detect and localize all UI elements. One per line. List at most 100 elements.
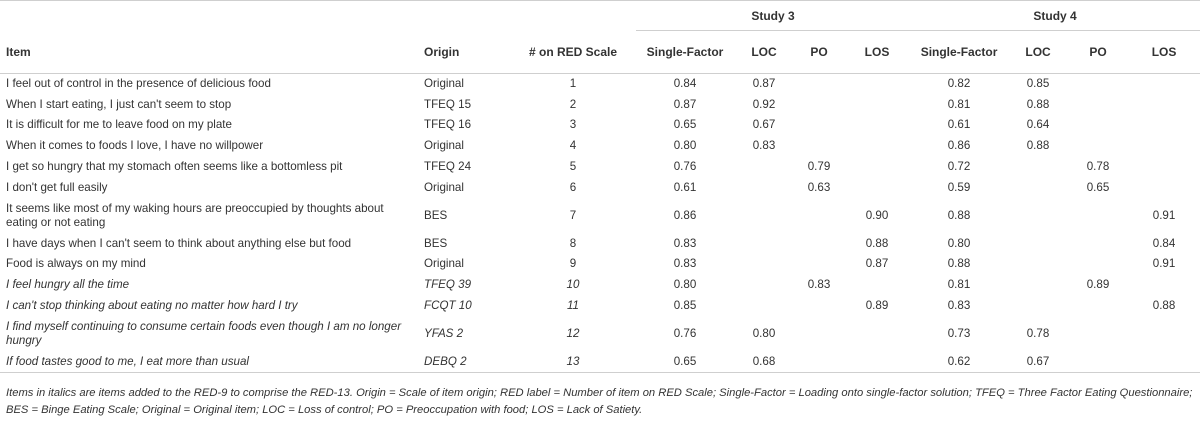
origin-cell: Original	[424, 257, 464, 271]
s4-po-cell	[1068, 198, 1128, 233]
origin-cell: Original	[424, 139, 464, 153]
origin-cell: YFAS 2	[424, 326, 464, 340]
col-header-item: Item	[0, 30, 418, 74]
s3-single-factor-cell: 0.65	[636, 351, 734, 373]
col-header-s3-los: LOS	[844, 30, 911, 74]
table-row: I feel out of control in the presence of…	[0, 74, 1200, 95]
table-row: I find myself continuing to consume cert…	[0, 316, 1200, 351]
s4-po-cell: 0.78	[1086, 160, 1110, 174]
s4-single-factor-cell: 0.72	[947, 160, 971, 174]
origin-cell: Original	[424, 180, 464, 194]
table-row: I don't get full easily Original 6 0.61 0.63…	[0, 177, 1200, 198]
s3-single-factor-cell: 0.84	[673, 77, 697, 91]
s3-loc-cell	[734, 254, 794, 275]
origin-cell: TFEQ 39	[424, 278, 472, 292]
header-spacer	[0, 0, 636, 31]
s4-los-cell	[1128, 94, 1200, 115]
s3-los-cell: 0.88	[865, 236, 889, 250]
s4-loc-cell: 0.64	[1026, 118, 1050, 132]
s4-loc-cell	[1008, 177, 1068, 198]
s3-po-cell	[794, 136, 844, 157]
red-number-cell: 6	[569, 180, 577, 194]
s4-loc-cell	[1008, 254, 1068, 275]
origin-cell: Original	[424, 77, 464, 91]
s3-los-cell: 0.89	[865, 299, 889, 313]
s4-single-factor-cell: 0.80	[947, 236, 971, 250]
origin-cell: BES	[424, 208, 448, 222]
s4-po-cell	[1068, 233, 1128, 254]
table-row: It seems like most of my waking hours ar…	[0, 198, 1200, 233]
s4-loc-cell: 0.67	[1008, 351, 1069, 373]
s3-loc-cell	[734, 233, 794, 254]
s3-single-factor-cell: 0.83	[673, 236, 697, 250]
s3-po-cell	[794, 351, 844, 373]
item-cell: I don't get full easily	[6, 180, 108, 194]
s3-po-cell	[794, 296, 844, 317]
item-cell: It seems like most of my waking hours ar…	[6, 201, 384, 229]
s3-los-cell	[844, 157, 910, 178]
s3-los-cell: 0.90	[865, 208, 889, 222]
item-cell: I have days when I can't seem to think a…	[6, 236, 352, 250]
s4-loc-cell	[1008, 275, 1068, 296]
item-cell: When I start eating, I just can't seem t…	[6, 97, 232, 111]
s3-loc-cell: 0.68	[734, 351, 794, 373]
s4-los-cell	[1128, 74, 1200, 95]
s4-po-cell	[1068, 74, 1128, 95]
s3-single-factor-cell: 0.65	[673, 118, 697, 132]
s3-po-cell: 0.63	[807, 180, 831, 194]
loadings-table-figure: Study 3 Study 4 Item Origin # on RED Sca…	[0, 0, 1200, 416]
table-row: When I start eating, I just can't seem t…	[0, 94, 1200, 115]
s4-los-cell: 0.84	[1152, 236, 1176, 250]
red-number-cell: 9	[569, 257, 577, 271]
s4-po-cell	[1068, 94, 1128, 115]
s4-loc-cell	[1008, 296, 1068, 317]
s3-loc-cell: 0.80	[752, 326, 776, 340]
s4-los-cell	[1128, 316, 1200, 351]
table-row: When it comes to foods I love, I have no…	[0, 136, 1200, 157]
s3-loc-cell: 0.83	[752, 139, 776, 153]
s3-loc-cell: 0.87	[752, 77, 776, 91]
item-cell: When it comes to foods I love, I have no…	[6, 139, 264, 153]
study-header-row: Study 3 Study 4	[0, 0, 1200, 31]
s3-po-cell	[794, 198, 844, 233]
s4-single-factor-cell: 0.83	[947, 299, 971, 313]
red-number-cell: 1	[569, 77, 577, 91]
item-cell: I can't stop thinking about eating no ma…	[6, 299, 298, 313]
col-header-s4-loc: LOC	[1008, 30, 1069, 74]
s4-los-cell: 0.91	[1152, 208, 1176, 222]
red-number-cell: 7	[569, 208, 577, 222]
s3-los-cell	[844, 74, 910, 95]
table-row: It is difficult for me to leave food on …	[0, 115, 1200, 136]
s3-single-factor-cell: 0.83	[673, 257, 697, 271]
s3-los-cell	[844, 351, 911, 373]
s4-po-cell: 0.89	[1086, 278, 1110, 292]
origin-cell: DEBQ 2	[418, 351, 510, 373]
red-number-cell: 11	[566, 299, 580, 313]
s3-single-factor-cell: 0.85	[673, 299, 697, 313]
s3-loc-cell	[734, 198, 794, 233]
item-cell: Food is always on my mind	[6, 257, 146, 271]
s3-loc-cell: 0.92	[752, 97, 776, 111]
s3-los-cell	[844, 115, 910, 136]
s4-single-factor-cell: 0.81	[947, 278, 971, 292]
s4-single-factor-cell: 0.86	[947, 139, 971, 153]
s4-single-factor-cell: 0.88	[947, 257, 971, 271]
s4-po-cell	[1068, 316, 1128, 351]
item-cell: I feel out of control in the presence of…	[6, 77, 271, 91]
s3-loc-cell	[734, 157, 794, 178]
col-header-s4-los: LOS	[1128, 30, 1200, 74]
s4-single-factor-cell: 0.62	[910, 351, 1009, 373]
s3-los-cell	[844, 94, 910, 115]
red-number-cell: 3	[569, 118, 577, 132]
s4-po-cell: 0.65	[1086, 180, 1110, 194]
s4-los-cell	[1128, 136, 1200, 157]
s3-po-cell	[794, 233, 844, 254]
col-header-s3-po: PO	[794, 30, 844, 74]
s4-po-cell	[1068, 296, 1128, 317]
s3-single-factor-cell: 0.76	[673, 160, 697, 174]
red-number-cell: 4	[569, 139, 577, 153]
s4-loc-cell	[1008, 157, 1068, 178]
s4-single-factor-cell: 0.88	[947, 208, 971, 222]
s4-los-cell	[1128, 115, 1200, 136]
table-row: I can't stop thinking about eating no ma…	[0, 296, 1200, 317]
